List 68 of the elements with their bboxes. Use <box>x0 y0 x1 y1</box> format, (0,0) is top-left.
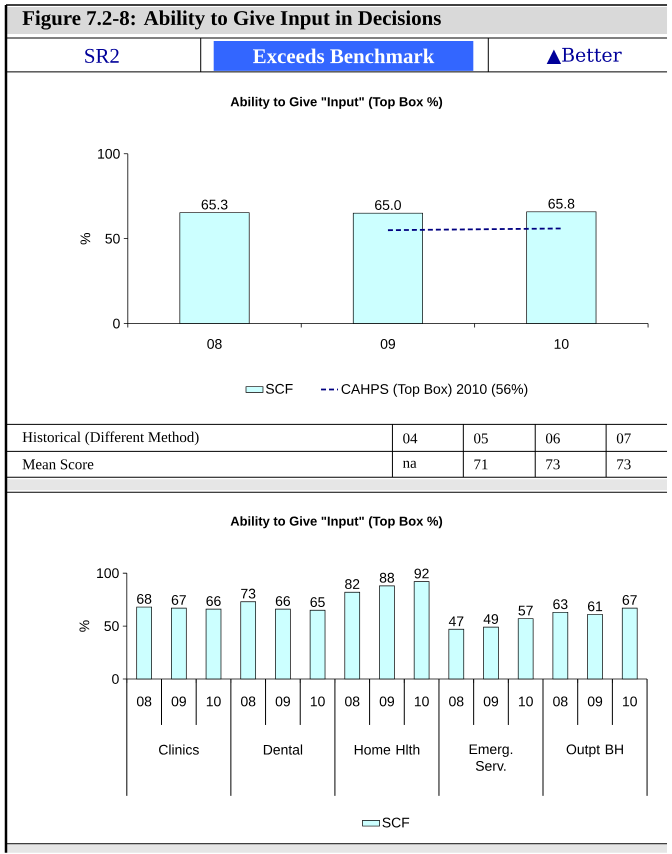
data-label: 65.0 <box>375 200 401 210</box>
text: Dental <box>264 744 302 755</box>
chart-title: Ability to Give "Input" (Top Box %) <box>230 96 442 109</box>
text: 73 <box>546 459 560 470</box>
text: 04 <box>403 433 418 444</box>
text: Mean Score <box>22 459 94 470</box>
text: Exceeds Benchmark <box>253 48 434 64</box>
data-label: 65 <box>310 597 325 608</box>
data-label: 63 <box>553 599 568 610</box>
x-tick-label: 08 <box>207 339 222 349</box>
x-tick-label: 09 <box>276 696 290 706</box>
chart-title: Ability to Give "Input" (Top Box %) <box>230 516 442 528</box>
text: Home Hlth <box>354 744 420 755</box>
text: 07 <box>616 433 631 444</box>
data-label: 88 <box>380 572 394 583</box>
x-tick-label: 08 <box>136 696 152 706</box>
text: ▲Better <box>546 48 622 64</box>
x-tick-label: 10 <box>414 696 429 706</box>
legend-label: SCF <box>382 818 410 828</box>
x-tick-label: 09 <box>380 696 394 706</box>
data-label: 66 <box>276 596 290 606</box>
text: SR2 <box>85 48 119 63</box>
y-axis-title: % <box>79 620 90 632</box>
text: Clinics <box>159 744 199 755</box>
x-tick-label: 09 <box>484 696 498 706</box>
data-label: 66 <box>206 596 221 606</box>
y-tick-label: 0 <box>112 674 119 684</box>
x-tick-label: 10 <box>206 696 221 706</box>
x-tick-label: 08 <box>345 696 360 706</box>
data-label: 82 <box>345 579 360 590</box>
data-label: 68 <box>137 594 152 604</box>
legend-label: SCF <box>266 384 293 394</box>
x-tick-label: 08 <box>553 696 568 706</box>
x-tick-label: 10 <box>554 339 569 349</box>
y-tick-label: 100 <box>97 568 119 578</box>
x-tick-label: 10 <box>623 696 637 706</box>
y-tick-label: 0 <box>113 318 120 328</box>
data-label: 73 <box>241 588 256 599</box>
text: Historical (Different Method) <box>22 432 199 446</box>
y-tick-label: 50 <box>104 621 119 632</box>
x-tick-label: 10 <box>310 696 325 706</box>
data-label: 65.3 <box>202 200 228 210</box>
x-tick-label: 09 <box>588 696 602 706</box>
text: Emerg. Serv. <box>470 744 512 771</box>
data-label: 67 <box>622 595 637 605</box>
text: 73 <box>617 459 631 470</box>
legend-label: CAHPS (Top Box) 2010 (56%) <box>342 384 528 397</box>
data-label: 47 <box>448 616 464 626</box>
x-tick-label: 09 <box>380 339 396 349</box>
x-tick-label: 10 <box>518 696 533 706</box>
data-label: 67 <box>172 595 186 605</box>
text: na <box>402 460 416 468</box>
text: 05 <box>474 433 488 444</box>
data-label: 92 <box>414 568 429 578</box>
x-tick-label: 09 <box>172 696 186 706</box>
data-label: 57 <box>518 606 533 616</box>
y-tick-label: 100 <box>98 148 120 159</box>
x-tick-label: 08 <box>241 696 256 706</box>
data-label: 61 <box>588 601 602 612</box>
caption: Figure 7.2-8: Ability to Give Input in Decisions <box>22 10 441 30</box>
data-label: 49 <box>484 614 498 624</box>
x-tick-label: 08 <box>449 696 464 706</box>
text: 06 <box>546 433 560 444</box>
text: Outpt BH <box>566 744 623 758</box>
text: 71 <box>474 459 488 470</box>
y-axis-title: % <box>80 232 90 244</box>
data-label: 65.8 <box>548 198 574 209</box>
y-tick-label: 50 <box>105 234 120 244</box>
